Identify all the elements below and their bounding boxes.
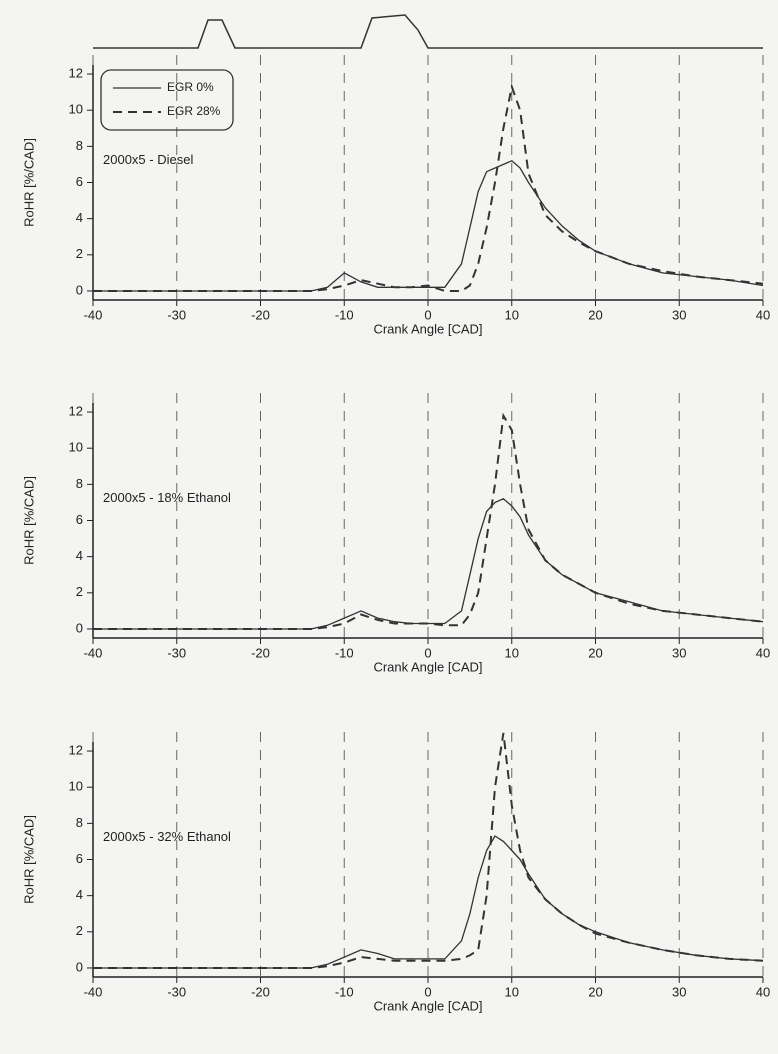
x-tick-label: 0 xyxy=(424,307,431,322)
legend-box xyxy=(100,69,234,131)
y-axis-label: RoHR [%/CAD] xyxy=(21,476,36,565)
y-tick-label: 2 xyxy=(76,923,83,938)
x-axis-label: Crank Angle [CAD] xyxy=(373,998,482,1013)
y-tick-label: 10 xyxy=(69,779,83,794)
x-tick-label: 30 xyxy=(672,984,686,999)
x-tick-label: 10 xyxy=(505,307,519,322)
y-tick-label: 8 xyxy=(76,138,83,153)
x-axis-label: Crank Angle [CAD] xyxy=(373,659,482,674)
x-tick-label: -10 xyxy=(335,645,354,660)
y-tick-label: 10 xyxy=(69,440,83,455)
y-tick-label: 0 xyxy=(76,282,83,297)
y-tick-label: 4 xyxy=(76,210,83,225)
series-line xyxy=(93,82,764,292)
y-axis-label: RoHR [%/CAD] xyxy=(21,815,36,904)
y-tick-label: 12 xyxy=(69,65,83,80)
series-line xyxy=(93,732,764,969)
y-tick-label: 10 xyxy=(69,102,83,117)
x-tick-label: 10 xyxy=(505,984,519,999)
y-tick-label: 8 xyxy=(76,815,83,830)
y-tick-label: 12 xyxy=(69,403,83,418)
x-tick-label: 0 xyxy=(424,984,431,999)
y-tick-label: 8 xyxy=(76,476,83,491)
x-tick-label: 10 xyxy=(505,645,519,660)
x-tick-label: -30 xyxy=(167,645,186,660)
y-tick-label: 4 xyxy=(76,548,83,563)
x-axis-label: Crank Angle [CAD] xyxy=(373,321,482,336)
annotation: 2000x5 - Diesel xyxy=(103,152,193,167)
x-tick-label: -40 xyxy=(84,307,103,322)
x-tick-label: 40 xyxy=(756,307,770,322)
x-tick-label: -40 xyxy=(84,984,103,999)
y-tick-label: 2 xyxy=(76,584,83,599)
y-tick-label: 0 xyxy=(76,620,83,635)
x-tick-label: -20 xyxy=(251,984,270,999)
y-tick-label: 2 xyxy=(76,246,83,261)
y-axis-label: RoHR [%/CAD] xyxy=(21,138,36,227)
x-tick-label: 20 xyxy=(588,984,602,999)
annotation: 2000x5 - 32% Ethanol xyxy=(103,829,231,844)
x-tick-label: 40 xyxy=(756,984,770,999)
x-tick-label: -30 xyxy=(167,984,186,999)
x-tick-label: 20 xyxy=(588,645,602,660)
y-tick-label: 4 xyxy=(76,887,83,902)
x-tick-label: -10 xyxy=(335,984,354,999)
x-tick-label: -30 xyxy=(167,307,186,322)
y-tick-label: 6 xyxy=(76,851,83,866)
x-tick-label: 30 xyxy=(672,307,686,322)
x-tick-label: 20 xyxy=(588,307,602,322)
y-tick-label: 12 xyxy=(69,742,83,757)
y-tick-label: 0 xyxy=(76,959,83,974)
legend-label: EGR 28% xyxy=(167,104,221,118)
series-line xyxy=(93,412,764,630)
x-tick-label: 40 xyxy=(756,645,770,660)
x-tick-label: -20 xyxy=(251,307,270,322)
y-tick-label: 6 xyxy=(76,174,83,189)
injection-signal xyxy=(93,14,763,49)
x-tick-label: -10 xyxy=(335,307,354,322)
legend-label: EGR 0% xyxy=(167,80,214,94)
y-tick-label: 6 xyxy=(76,512,83,527)
x-tick-label: 30 xyxy=(672,645,686,660)
x-tick-label: 0 xyxy=(424,645,431,660)
x-tick-label: -40 xyxy=(84,645,103,660)
x-tick-label: -20 xyxy=(251,645,270,660)
annotation: 2000x5 - 18% Ethanol xyxy=(103,490,231,505)
